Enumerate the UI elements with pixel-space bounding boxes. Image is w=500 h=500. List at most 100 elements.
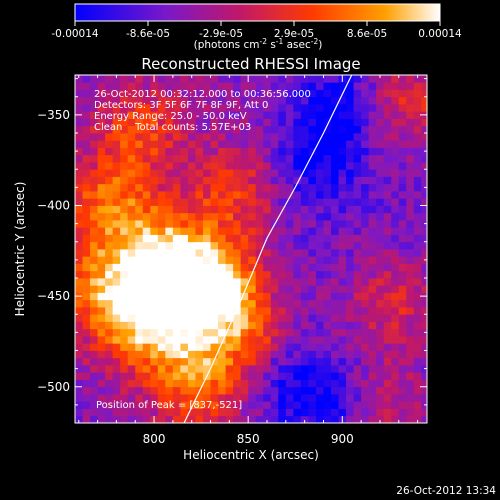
heatmap-cell [421,125,427,134]
heatmap-cell [240,227,249,235]
heatmap-cell [376,234,385,243]
heatmap-cell [308,125,317,134]
heatmap-cell [195,401,204,409]
heatmap-cell [97,401,106,409]
heatmap-cell [338,234,347,243]
heatmap-cell [210,379,219,388]
heatmap-cell [150,169,159,177]
heatmap-cell [398,321,407,330]
heatmap-cell [142,162,151,170]
heatmap-cell [353,147,362,156]
heatmap-cell [406,154,415,163]
heatmap-cell [293,104,302,112]
heatmap-cell [172,118,181,127]
heatmap-cell [323,111,332,119]
heatmap-cell [195,336,204,344]
heatmap-cell [210,365,219,373]
heatmap-cell [127,89,136,98]
heatmap-cell [218,408,226,417]
heatmap-cell [255,111,264,119]
heatmap-cell [172,125,181,134]
heatmap-cell [203,241,211,250]
heatmap-cell [187,147,196,156]
heatmap-cell [248,328,257,337]
heatmap-cell [323,328,332,337]
heatmap-cell [406,386,415,395]
heatmap-cell [172,372,181,380]
heatmap-cell [105,118,114,127]
heatmap-cell [210,350,219,359]
heatmap-cell [157,365,166,373]
heatmap-cell [142,256,151,264]
heatmap-cell [203,220,211,228]
heatmap-cell [187,133,196,141]
heatmap-cell [293,176,302,185]
heatmap-cell [157,249,166,257]
heatmap-cell [346,183,354,192]
heatmap-cell [82,321,91,330]
heatmap-cell [383,285,392,293]
heatmap-cell [391,263,400,272]
heatmap-cell [225,191,234,199]
heatmap-cell [353,212,362,221]
heatmap-cell [90,227,98,235]
heatmap-cell [391,415,400,423]
heatmap-cell [97,104,106,112]
heatmap-cell [157,278,166,286]
heatmap-cell [90,118,98,127]
heatmap-cell [105,357,114,366]
heatmap-cell [383,365,392,373]
heatmap-cell [82,118,91,127]
heatmap-cell [90,75,98,83]
heatmap-cell [383,350,392,359]
heatmap-cell [353,89,362,98]
heatmap-cell [308,140,317,148]
heatmap-cell [255,249,264,257]
heatmap-cell [308,394,317,402]
heatmap-cell [165,147,174,156]
heatmap-cell [270,205,279,214]
heatmap-cell [300,125,309,134]
heatmap-cell [172,343,181,351]
heatmap-cell [315,321,324,330]
heatmap-cell [391,292,400,301]
heatmap-cell [368,220,377,228]
heatmap-cell [180,321,189,330]
heatmap-cell [293,408,302,417]
heatmap-cell [248,379,257,388]
heatmap-cell [383,256,392,264]
heatmap-cell [248,227,257,235]
heatmap-cell [127,408,136,417]
heatmap-cell [406,111,415,119]
heatmap-cell [97,96,106,105]
heatmap-cell [218,198,226,206]
heatmap-cell [225,328,234,337]
heatmap-cell [278,285,287,293]
heatmap-cell [315,372,324,380]
heatmap-cell [270,140,279,148]
heatmap-cell [203,212,211,221]
heatmap-cell [376,343,385,351]
heatmap-cell [150,278,159,286]
heatmap-cell [376,285,385,293]
heatmap-cell [255,263,264,272]
heatmap-cell [353,343,362,351]
heatmap-cell [398,386,407,395]
heatmap-cell [338,125,347,134]
heatmap-cell [421,82,427,90]
heatmap-cell [248,299,257,308]
heatmap-cell [142,372,151,380]
heatmap-cell [203,140,211,148]
heatmap-cell [421,212,427,221]
heatmap-cell [406,220,415,228]
heatmap-cell [195,285,204,293]
heatmap-cell [413,350,422,359]
heatmap-cell [218,82,226,90]
heatmap-cell [315,299,324,308]
heatmap-cell [285,154,294,163]
heatmap-cell [165,234,174,243]
heatmap-cell [300,401,309,409]
heatmap-cell [172,183,181,192]
heatmap-cell [112,140,121,148]
